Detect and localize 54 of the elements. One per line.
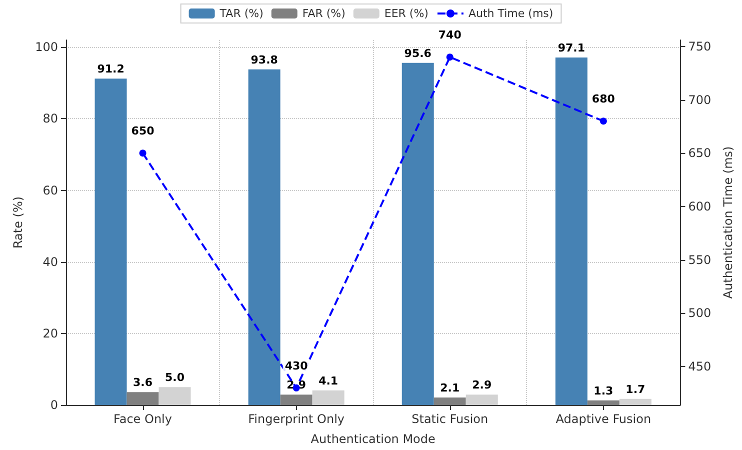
data-label: 650 bbox=[131, 124, 155, 138]
y2-tick-label: 500 bbox=[688, 306, 712, 320]
data-label: 1.7 bbox=[626, 382, 646, 396]
legend-label: FAR (%) bbox=[302, 7, 346, 20]
bar bbox=[126, 392, 159, 405]
data-label: 93.8 bbox=[250, 53, 278, 66]
bar bbox=[555, 58, 588, 405]
point bbox=[139, 150, 146, 157]
y2-tick-label: 600 bbox=[688, 199, 712, 214]
y-tick-label: 40 bbox=[42, 254, 58, 269]
data-label: 97.1 bbox=[558, 42, 585, 55]
bar bbox=[158, 387, 191, 405]
x-tick-label: Adaptive Fusion bbox=[556, 412, 652, 426]
y2-tick-label: 650 bbox=[688, 146, 712, 160]
data-label: 95.6 bbox=[404, 46, 432, 60]
legend-label: TAR (%) bbox=[218, 7, 264, 20]
y-tick-label: 0 bbox=[50, 398, 58, 412]
y-axis-title: Rate (%) bbox=[11, 196, 26, 249]
y-tick-label: 100 bbox=[35, 40, 58, 54]
legend-label: Auth Time (ms) bbox=[468, 7, 554, 20]
bar bbox=[94, 78, 127, 405]
point bbox=[600, 118, 607, 125]
data-label: 2.1 bbox=[440, 381, 460, 394]
y-tick-label: 20 bbox=[42, 326, 58, 340]
bar bbox=[466, 394, 498, 405]
y2-tick-label: 700 bbox=[688, 92, 712, 107]
y2-tick-label: 550 bbox=[688, 252, 712, 267]
y-tick-label: 80 bbox=[42, 112, 58, 126]
bar bbox=[312, 390, 344, 405]
point bbox=[446, 54, 454, 61]
legend-label: EER (%) bbox=[384, 7, 428, 20]
y2-axis-title: Authentication Time (ms) bbox=[721, 146, 735, 299]
bar bbox=[587, 400, 620, 405]
bar bbox=[434, 397, 466, 405]
data-label: 680 bbox=[592, 92, 616, 106]
x-tick-label: Face Only bbox=[114, 412, 172, 426]
bar bbox=[280, 394, 312, 405]
data-label: 430 bbox=[284, 359, 308, 372]
data-label: 1.3 bbox=[594, 384, 614, 398]
data-label: 4.1 bbox=[318, 374, 338, 388]
x-axis-title: Authentication Mode bbox=[310, 432, 436, 446]
data-label: 3.6 bbox=[133, 376, 153, 390]
bar bbox=[248, 69, 280, 405]
y2-tick-label: 450 bbox=[688, 360, 712, 374]
x-tick-label: Fingerprint Only bbox=[248, 412, 345, 426]
data-label: 2.9 bbox=[472, 378, 492, 392]
bar bbox=[402, 62, 434, 405]
y-tick-label: 60 bbox=[42, 183, 58, 198]
y2-tick-label: 750 bbox=[688, 39, 712, 54]
data-label: 5.0 bbox=[165, 371, 185, 384]
data-label: 91.2 bbox=[97, 62, 124, 76]
bar bbox=[619, 398, 652, 405]
data-label: 740 bbox=[438, 28, 462, 42]
x-tick-label: Static Fusion bbox=[412, 412, 488, 426]
